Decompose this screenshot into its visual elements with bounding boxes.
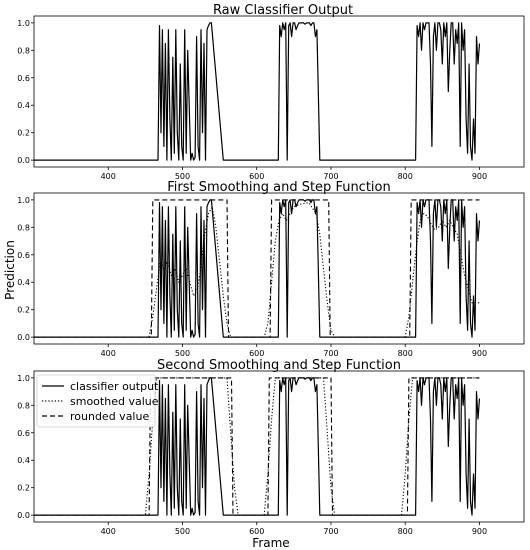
data-series: [34, 377, 481, 516]
y-tick-label: 1.0: [17, 374, 30, 383]
x-tick-label: 700: [323, 349, 338, 358]
y-tick-label: 0.8: [17, 223, 30, 232]
series-line-dashed: [34, 199, 480, 338]
series-line-dashed: [34, 377, 480, 516]
y-tick-label: 0.4: [17, 101, 30, 110]
y-tick-label: 0.0: [17, 333, 30, 342]
chart-title: First Smoothing and Step Function: [167, 180, 391, 195]
x-tick-label: 600: [249, 527, 264, 536]
panel-second-smoothing: Second Smoothing and Step Function 400 50…: [17, 358, 525, 536]
y-tick-label: 0.2: [17, 306, 30, 315]
y-tick-label: 1.0: [17, 19, 30, 28]
legend-box: [36, 374, 156, 428]
plot-frame: [33, 370, 525, 523]
x-tick-label: 700: [323, 172, 338, 181]
y-tick-label: 0.6: [17, 251, 30, 260]
x-axis-label: Frame: [252, 536, 289, 550]
series-line-dotted: [34, 202, 480, 338]
y-tick-label: 0.0: [17, 156, 30, 165]
y-tick-label: 0.8: [17, 401, 30, 410]
x-tick-label: 500: [175, 527, 190, 536]
x-tick-label: 600: [249, 349, 264, 358]
y-tick-label: 1.0: [17, 196, 30, 205]
legend-label-classifier-output: classifier output: [70, 380, 159, 393]
x-tick-label: 900: [472, 349, 487, 358]
panel-raw-output: Raw Classifier Output 400 500 600 700 800 900…: [17, 3, 525, 181]
y-tick-label: 0.0: [17, 511, 30, 520]
legend: classifier output smoothed value rounded…: [36, 374, 159, 428]
y-tick-label: 0.8: [17, 46, 30, 55]
axis-ticks: 400 500 600 700 800 900 0.0 0.2 0.4 0.6 0.8 1.0: [17, 19, 487, 181]
y-axis-label: Prediction: [3, 240, 17, 300]
y-tick-label: 0.2: [17, 129, 30, 138]
axis-ticks: 400 500 600 700 800 900 0.0 0.2 0.4 0.6 0.8 1.0: [17, 374, 487, 536]
y-tick-label: 0.6: [17, 429, 30, 438]
x-tick-label: 500: [175, 349, 190, 358]
x-tick-label: 700: [323, 527, 338, 536]
x-tick-label: 800: [398, 527, 413, 536]
x-tick-label: 900: [472, 527, 487, 536]
series-line-solid: [34, 199, 481, 338]
y-tick-label: 0.2: [17, 484, 30, 493]
plot-frame: [33, 192, 525, 345]
x-tick-label: 600: [249, 172, 264, 181]
legend-label-smoothed-value: smoothed value: [70, 395, 159, 408]
series-line-solid: [34, 22, 481, 161]
x-tick-label: 400: [101, 349, 116, 358]
data-series: [34, 22, 481, 161]
x-tick-label: 900: [472, 172, 487, 181]
y-tick-label: 0.4: [17, 456, 30, 465]
plot-frame: [33, 15, 525, 168]
panel-first-smoothing: First Smoothing and Step Function 400 500…: [17, 180, 525, 358]
y-tick-label: 0.6: [17, 74, 30, 83]
x-tick-label: 400: [101, 527, 116, 536]
axis-ticks: 400 500 600 700 800 900 0.0 0.2 0.4 0.6 0.8 1.0: [17, 196, 487, 358]
chart-title: Second Smoothing and Step Function: [157, 358, 401, 373]
x-tick-label: 800: [398, 172, 413, 181]
chart-title: Raw Classifier Output: [213, 3, 353, 18]
legend-label-rounded-value: rounded value: [70, 410, 149, 423]
data-series: [34, 199, 481, 338]
y-tick-label: 0.4: [17, 278, 30, 287]
x-tick-label: 400: [101, 172, 116, 181]
x-tick-label: 800: [398, 349, 413, 358]
x-tick-label: 500: [175, 172, 190, 181]
